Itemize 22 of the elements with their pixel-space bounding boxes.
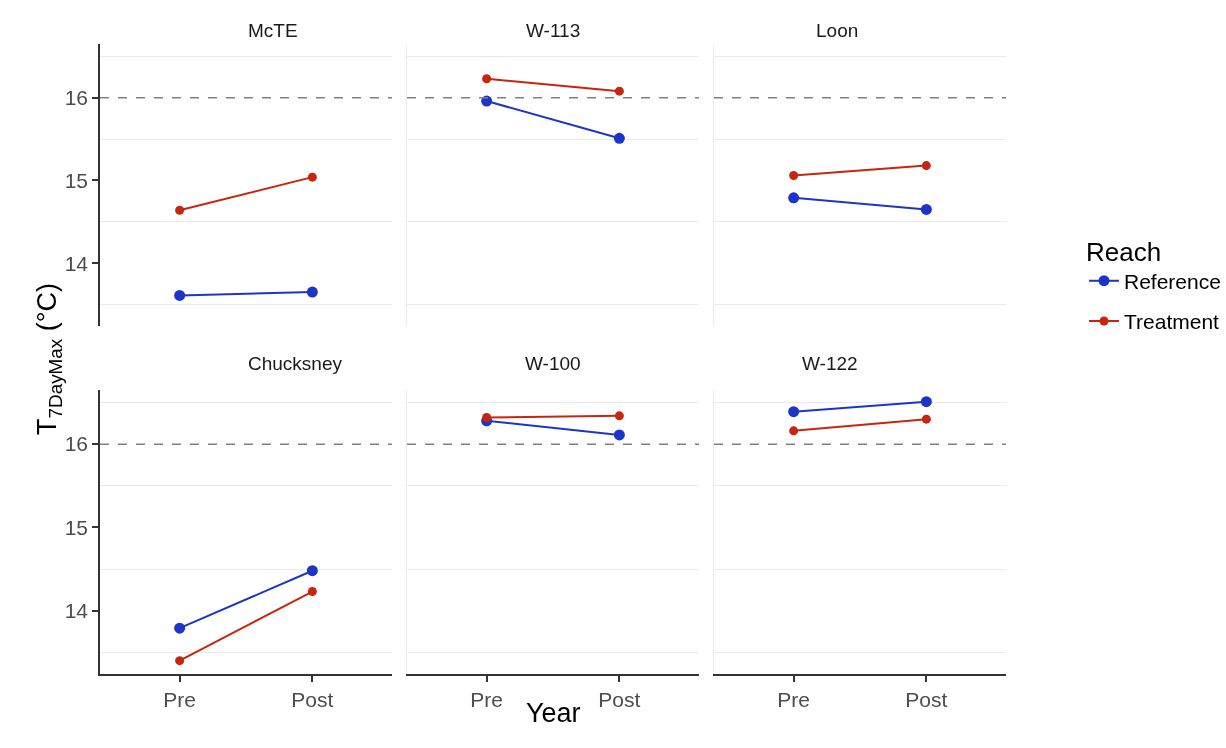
y-tick-label: 15 (64, 515, 89, 539)
chart-title: Loon (816, 20, 859, 41)
y-tick-label: 14 (64, 599, 89, 623)
legend-label: Reference (1124, 269, 1221, 293)
x-tick-label: Post (598, 687, 641, 711)
x-tick-label: Pre (163, 687, 196, 711)
chart-title: W-100 (525, 353, 581, 374)
x-tick-label: Post (905, 687, 948, 711)
legend-title: Reach (1086, 236, 1162, 267)
chart-title: W-113 (526, 20, 581, 41)
chart-title: Chucksney (248, 353, 343, 374)
chart-title: W-122 (802, 353, 858, 374)
legend-label: Treatment (1124, 310, 1220, 334)
x-tick-label: Post (291, 687, 334, 711)
y-tick-label: 16 (64, 432, 89, 456)
y-tick-label: 16 (64, 86, 89, 110)
y-tick-label: 14 (64, 251, 89, 275)
chart-title: McTE (248, 20, 298, 41)
x-tick-label: Pre (777, 687, 810, 711)
x-tick-label: Pre (470, 687, 503, 711)
x-axis-title: Year (526, 698, 581, 728)
y-tick-label: 15 (64, 168, 89, 192)
